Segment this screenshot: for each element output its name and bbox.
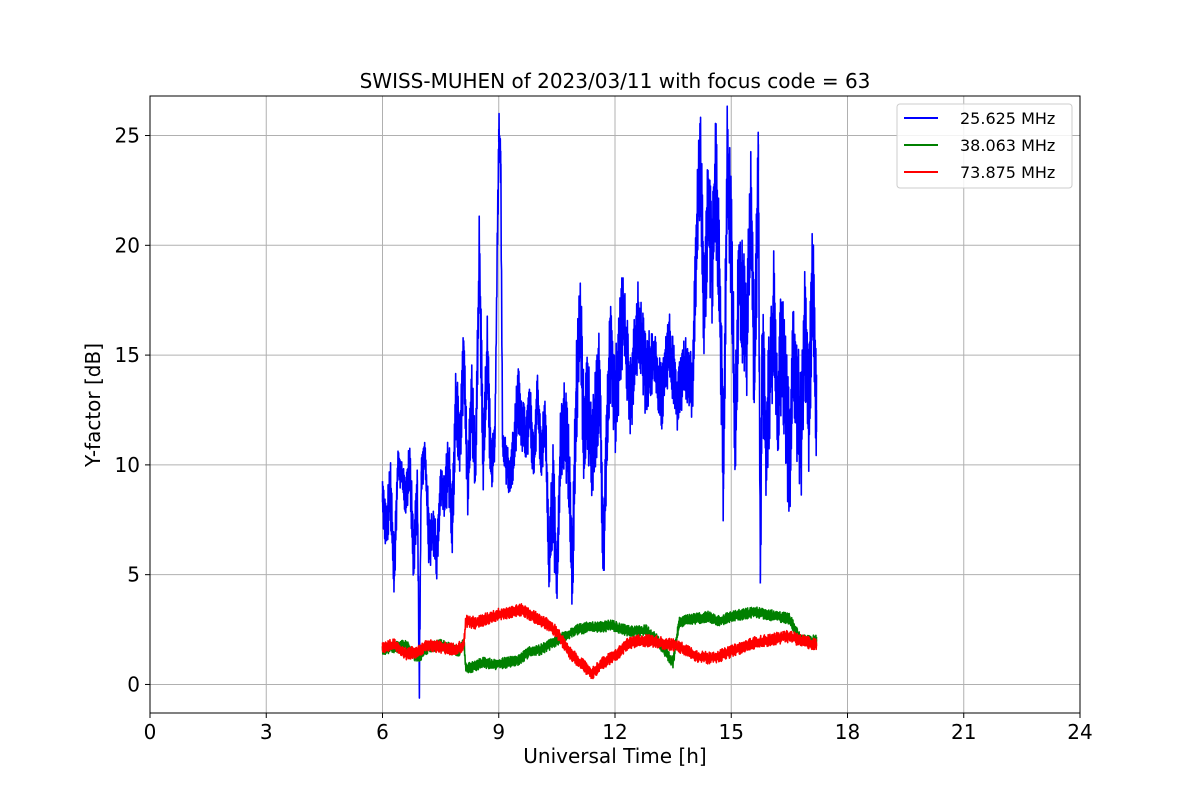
x-tick-label: 6 <box>376 720 389 744</box>
y-tick-label: 5 <box>127 563 140 587</box>
legend: 25.625 MHz 38.063 MHz 73.875 MHz <box>896 103 1073 189</box>
y-tick-label: 0 <box>127 672 140 696</box>
series-line-73-875-mhz <box>381 602 818 680</box>
series-layer <box>381 105 818 699</box>
chart-title: SWISS-MUHEN of 2023/03/11 with focus cod… <box>360 69 871 93</box>
x-tick-label: 21 <box>951 720 976 744</box>
x-axis-label: Universal Time [h] <box>523 744 706 768</box>
tick-layer: 0 3 6 9 12 15 18 21 24 0 5 10 15 20 25 <box>115 124 1093 744</box>
y-tick-label: 20 <box>115 233 140 257</box>
series-line-25-625-mhz <box>381 105 818 699</box>
x-tick-label: 12 <box>602 720 627 744</box>
x-tick-label: 15 <box>719 720 744 744</box>
legend-box <box>896 103 1073 189</box>
x-tick-label: 18 <box>835 720 860 744</box>
x-tick-label: 3 <box>260 720 273 744</box>
x-tick-label: 0 <box>144 720 157 744</box>
legend-label-73mhz: 73.875 MHz <box>960 163 1055 182</box>
legend-label-38mhz: 38.063 MHz <box>960 136 1055 155</box>
x-tick-label: 9 <box>492 720 505 744</box>
y-axis-label: Y-factor [dB] <box>81 343 105 468</box>
legend-label-25mhz: 25.625 MHz <box>960 109 1055 128</box>
x-tick-label: 24 <box>1067 720 1092 744</box>
y-tick-label: 15 <box>115 343 140 367</box>
y-tick-label: 25 <box>115 124 140 148</box>
y-tick-label: 10 <box>115 453 140 477</box>
